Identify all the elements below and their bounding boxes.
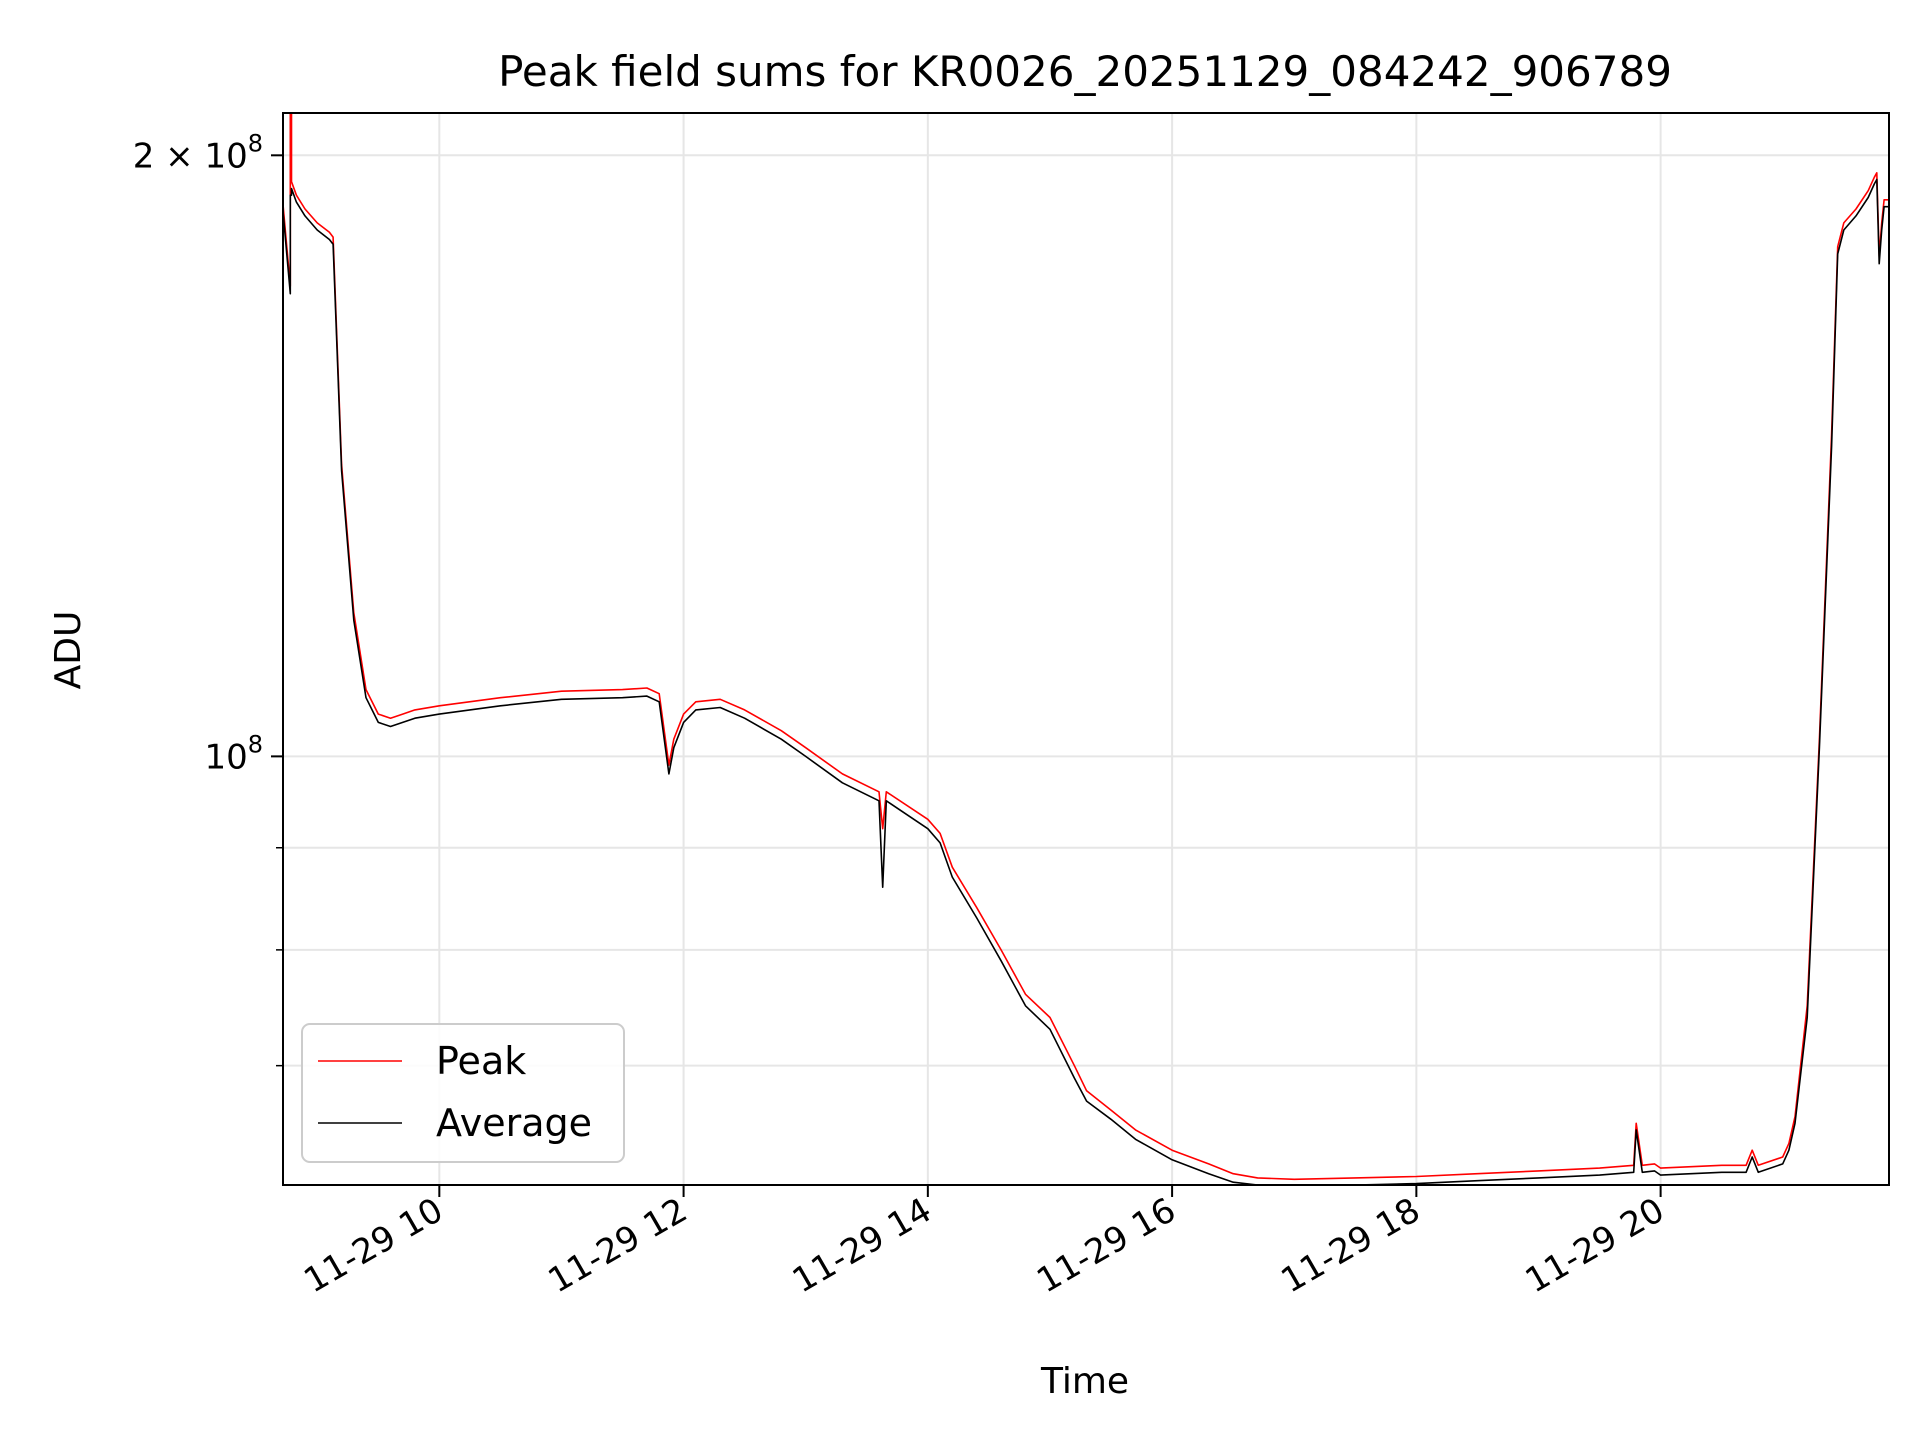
chart-title: Peak field sums for KR0026_20251129_0842… [498, 47, 1672, 96]
x-axis-label: Time [1040, 1361, 1129, 1402]
legend-peak-label: Peak [436, 1039, 526, 1083]
y-axis-label: ADU [48, 611, 89, 690]
series-average-line [283, 178, 1889, 1185]
series-layer [283, 113, 1889, 1185]
legend-box [301, 1023, 625, 1163]
series-peak-line [283, 113, 1889, 1181]
y-tick-label: 108 [204, 730, 263, 777]
y-axis: 108 2 × 108 [133, 129, 283, 1067]
y-tick-label: 2 × 108 [133, 129, 263, 176]
plot-frame [282, 112, 1890, 1186]
legend-average-label: Average [436, 1101, 592, 1145]
legend: Peak Average [301, 1023, 625, 1163]
